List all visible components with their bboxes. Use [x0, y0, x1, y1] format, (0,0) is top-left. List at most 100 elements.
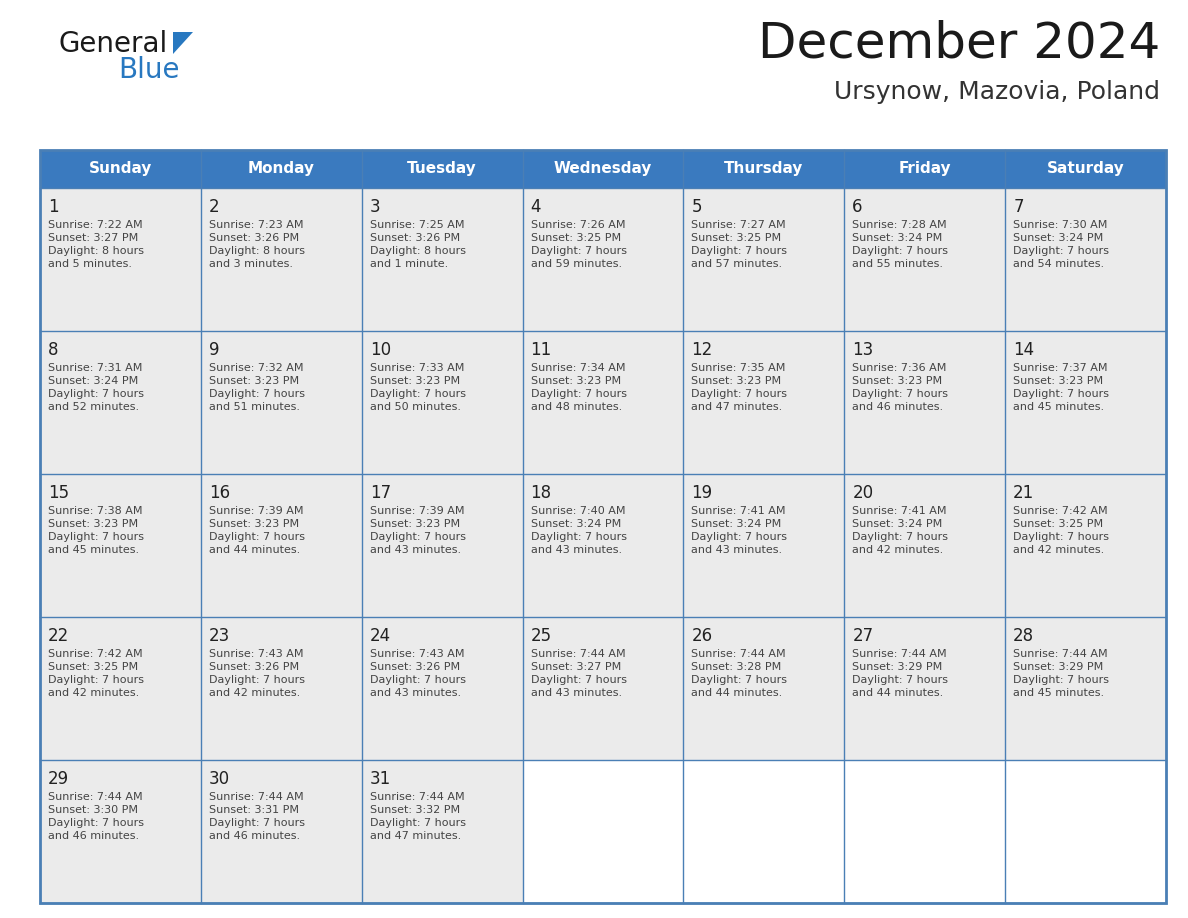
- Bar: [523, 760, 683, 903]
- Text: Daylight: 7 hours: Daylight: 7 hours: [1013, 675, 1110, 685]
- Text: Daylight: 7 hours: Daylight: 7 hours: [531, 675, 626, 685]
- Bar: [683, 331, 845, 474]
- Text: Daylight: 7 hours: Daylight: 7 hours: [852, 389, 948, 399]
- Bar: [523, 617, 683, 760]
- Bar: [523, 474, 683, 617]
- Text: Sunset: 3:31 PM: Sunset: 3:31 PM: [209, 805, 299, 815]
- Text: Daylight: 7 hours: Daylight: 7 hours: [1013, 389, 1110, 399]
- Bar: [523, 188, 683, 331]
- Bar: [40, 474, 201, 617]
- Text: 16: 16: [209, 484, 230, 502]
- Text: 23: 23: [209, 627, 230, 645]
- Text: 10: 10: [369, 341, 391, 359]
- Bar: [361, 188, 523, 331]
- Text: 30: 30: [209, 770, 230, 788]
- Text: Sunset: 3:23 PM: Sunset: 3:23 PM: [1013, 376, 1104, 386]
- Text: Daylight: 7 hours: Daylight: 7 hours: [531, 389, 626, 399]
- Text: Monday: Monday: [248, 162, 315, 176]
- Text: Daylight: 7 hours: Daylight: 7 hours: [531, 532, 626, 542]
- Text: 8: 8: [48, 341, 58, 359]
- Bar: [40, 150, 1165, 188]
- Text: Sunrise: 7:38 AM: Sunrise: 7:38 AM: [48, 506, 143, 516]
- Text: Sunrise: 7:30 AM: Sunrise: 7:30 AM: [1013, 220, 1107, 230]
- Text: Daylight: 7 hours: Daylight: 7 hours: [209, 675, 305, 685]
- Text: Daylight: 7 hours: Daylight: 7 hours: [48, 532, 144, 542]
- Bar: [845, 760, 1005, 903]
- Text: and 46 minutes.: and 46 minutes.: [209, 831, 301, 841]
- Text: Sunrise: 7:35 AM: Sunrise: 7:35 AM: [691, 363, 785, 373]
- Text: 2: 2: [209, 198, 220, 216]
- Bar: [1005, 760, 1165, 903]
- Text: and 43 minutes.: and 43 minutes.: [531, 688, 621, 698]
- Text: and 51 minutes.: and 51 minutes.: [209, 402, 299, 412]
- Text: Daylight: 7 hours: Daylight: 7 hours: [1013, 532, 1110, 542]
- Text: 7: 7: [1013, 198, 1024, 216]
- Text: Daylight: 7 hours: Daylight: 7 hours: [209, 818, 305, 828]
- Text: Sunrise: 7:43 AM: Sunrise: 7:43 AM: [369, 649, 465, 659]
- Bar: [40, 188, 201, 331]
- Text: 29: 29: [48, 770, 69, 788]
- Bar: [683, 760, 845, 903]
- Bar: [845, 617, 1005, 760]
- Text: and 55 minutes.: and 55 minutes.: [852, 259, 943, 269]
- Text: and 1 minute.: and 1 minute.: [369, 259, 448, 269]
- Text: Sunset: 3:24 PM: Sunset: 3:24 PM: [531, 519, 621, 529]
- Text: Sunset: 3:24 PM: Sunset: 3:24 PM: [852, 519, 942, 529]
- Text: Sunset: 3:24 PM: Sunset: 3:24 PM: [48, 376, 138, 386]
- Text: Sunrise: 7:32 AM: Sunrise: 7:32 AM: [209, 363, 303, 373]
- Text: and 3 minutes.: and 3 minutes.: [209, 259, 293, 269]
- Text: 9: 9: [209, 341, 220, 359]
- Bar: [1005, 188, 1165, 331]
- Text: and 43 minutes.: and 43 minutes.: [369, 545, 461, 555]
- Text: 24: 24: [369, 627, 391, 645]
- Text: and 54 minutes.: and 54 minutes.: [1013, 259, 1105, 269]
- Text: Daylight: 7 hours: Daylight: 7 hours: [209, 532, 305, 542]
- Text: Sunset: 3:29 PM: Sunset: 3:29 PM: [852, 662, 942, 672]
- Text: Sunrise: 7:44 AM: Sunrise: 7:44 AM: [1013, 649, 1107, 659]
- Text: Sunrise: 7:44 AM: Sunrise: 7:44 AM: [209, 792, 303, 802]
- Bar: [361, 331, 523, 474]
- Text: Sunset: 3:24 PM: Sunset: 3:24 PM: [1013, 233, 1104, 243]
- Text: Sunday: Sunday: [89, 162, 152, 176]
- Text: Friday: Friday: [898, 162, 952, 176]
- Bar: [845, 760, 1005, 903]
- Text: Sunset: 3:27 PM: Sunset: 3:27 PM: [48, 233, 138, 243]
- Bar: [40, 331, 201, 474]
- Text: and 52 minutes.: and 52 minutes.: [48, 402, 139, 412]
- Text: and 43 minutes.: and 43 minutes.: [691, 545, 783, 555]
- Text: Sunrise: 7:22 AM: Sunrise: 7:22 AM: [48, 220, 143, 230]
- Text: Sunset: 3:23 PM: Sunset: 3:23 PM: [209, 376, 299, 386]
- Text: Daylight: 7 hours: Daylight: 7 hours: [691, 675, 788, 685]
- Text: 11: 11: [531, 341, 551, 359]
- Text: Sunset: 3:26 PM: Sunset: 3:26 PM: [369, 233, 460, 243]
- Text: Ursynow, Mazovia, Poland: Ursynow, Mazovia, Poland: [834, 80, 1159, 104]
- Text: Sunrise: 7:34 AM: Sunrise: 7:34 AM: [531, 363, 625, 373]
- Bar: [1005, 760, 1165, 903]
- Text: Sunset: 3:26 PM: Sunset: 3:26 PM: [369, 662, 460, 672]
- Text: 25: 25: [531, 627, 551, 645]
- Bar: [683, 188, 845, 331]
- Text: Sunrise: 7:44 AM: Sunrise: 7:44 AM: [852, 649, 947, 659]
- Text: 18: 18: [531, 484, 551, 502]
- Text: 5: 5: [691, 198, 702, 216]
- Bar: [683, 474, 845, 617]
- Bar: [683, 760, 845, 903]
- Bar: [1005, 617, 1165, 760]
- Text: Blue: Blue: [118, 56, 179, 84]
- Text: Sunrise: 7:44 AM: Sunrise: 7:44 AM: [531, 649, 625, 659]
- Text: Daylight: 7 hours: Daylight: 7 hours: [531, 246, 626, 256]
- Text: 3: 3: [369, 198, 380, 216]
- Text: Sunrise: 7:31 AM: Sunrise: 7:31 AM: [48, 363, 143, 373]
- Text: Sunset: 3:23 PM: Sunset: 3:23 PM: [852, 376, 942, 386]
- Text: Daylight: 7 hours: Daylight: 7 hours: [691, 532, 788, 542]
- Bar: [1005, 331, 1165, 474]
- Text: and 57 minutes.: and 57 minutes.: [691, 259, 783, 269]
- Text: Sunset: 3:27 PM: Sunset: 3:27 PM: [531, 662, 621, 672]
- Text: Daylight: 7 hours: Daylight: 7 hours: [369, 818, 466, 828]
- Text: Daylight: 7 hours: Daylight: 7 hours: [369, 389, 466, 399]
- Text: Sunset: 3:29 PM: Sunset: 3:29 PM: [1013, 662, 1104, 672]
- Bar: [201, 188, 361, 331]
- Text: and 46 minutes.: and 46 minutes.: [48, 831, 139, 841]
- Text: Daylight: 7 hours: Daylight: 7 hours: [48, 389, 144, 399]
- Bar: [40, 150, 1165, 903]
